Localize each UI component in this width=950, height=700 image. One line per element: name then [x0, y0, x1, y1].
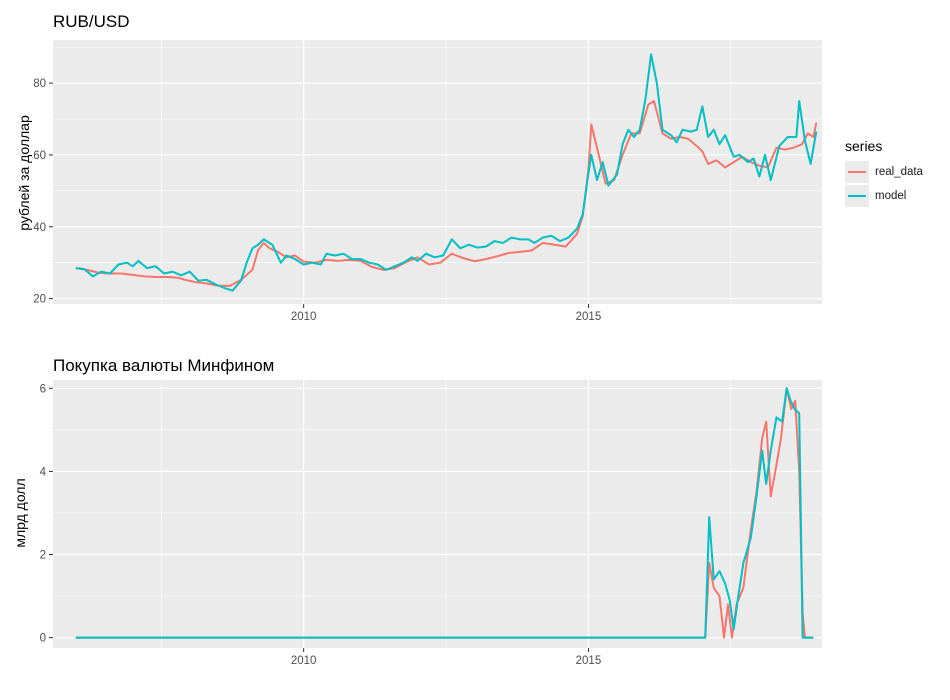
series-line-model: [75, 53, 818, 292]
chart-title-minfin: Покупка валюты Минфином: [53, 356, 275, 375]
y-tick-label: 40: [33, 222, 46, 234]
panel-rub-usd: 20 40 60 80 2010 2015: [33, 40, 822, 323]
y-tick-label: 0: [40, 633, 46, 645]
y-tick-label: 2: [40, 550, 46, 562]
y-tick-label: 20: [33, 294, 46, 306]
x-tick-label: 2010: [291, 311, 317, 323]
series-line-real-data: [75, 387, 814, 639]
panel-minfin-purchases: 0 2 4 6 2010 2015: [40, 380, 822, 667]
x-tick-label: 2010: [291, 655, 317, 667]
x-tick-label: 2015: [576, 655, 602, 667]
y-tick-label: 4: [40, 466, 47, 478]
legend-item-model: model: [845, 184, 923, 208]
legend-label-model: model: [875, 190, 907, 202]
y-tick-label: 80: [33, 78, 46, 90]
legend-key-model: [845, 185, 869, 207]
legend-key-real-data: [845, 161, 869, 183]
legend: series real_data model: [845, 138, 923, 208]
plot-background: [53, 380, 822, 648]
plot-background: [53, 40, 822, 304]
legend-item-real-data: real_data: [845, 160, 923, 184]
series-line-model: [75, 387, 814, 639]
y-tick-label: 60: [33, 150, 46, 162]
chart-title-rub-usd: RUB/USD: [53, 12, 130, 31]
y-tick-label: 6: [40, 383, 46, 395]
legend-label-real-data: real_data: [875, 166, 923, 178]
x-tick-label: 2015: [576, 311, 602, 323]
legend-title: series: [845, 138, 883, 154]
